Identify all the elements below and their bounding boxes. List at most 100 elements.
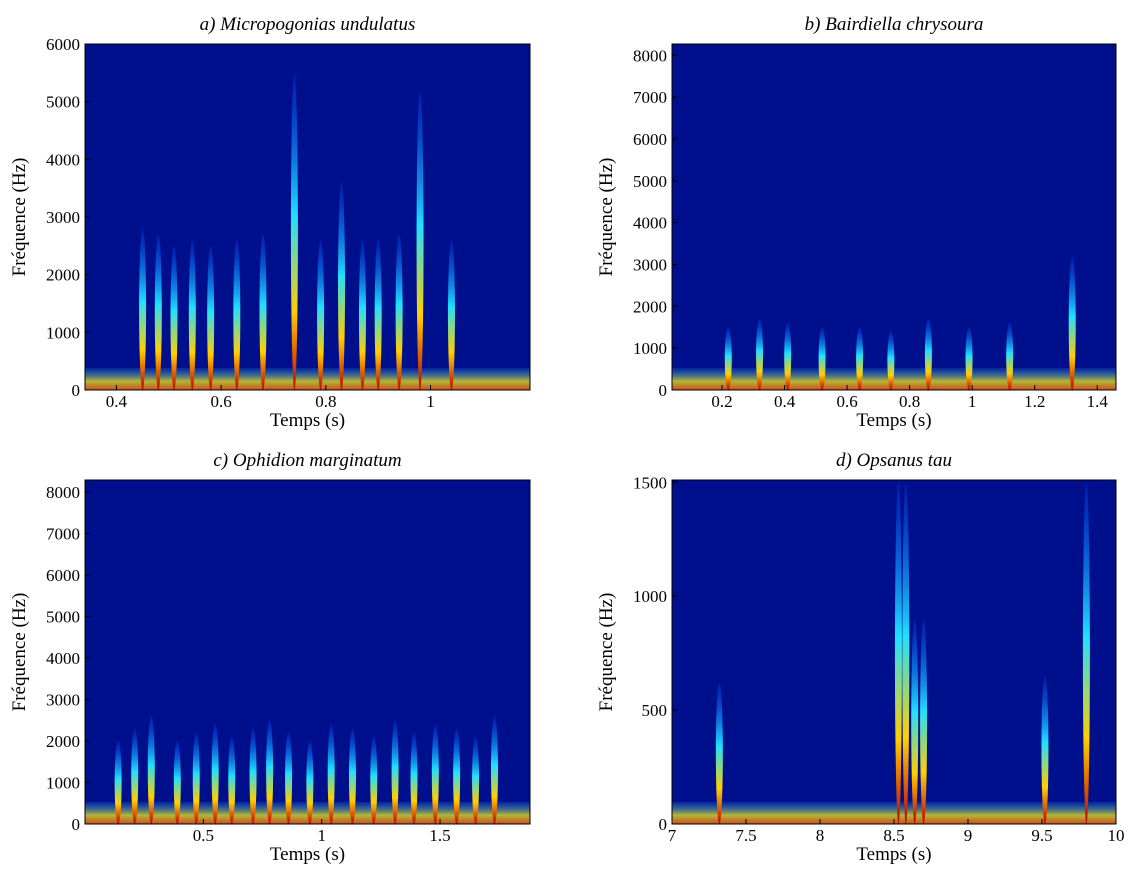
energy-streak xyxy=(453,728,461,824)
energy-streak xyxy=(348,728,356,824)
energy-streak xyxy=(192,732,200,824)
x-tick-label: 1.4 xyxy=(1087,392,1109,411)
energy-streak xyxy=(170,245,178,390)
x-tick-label: 0.5 xyxy=(193,826,214,845)
x-tick-label: 10 xyxy=(1108,826,1125,845)
y-tick-label: 2000 xyxy=(633,297,667,316)
energy-streak xyxy=(724,327,732,390)
energy-streak xyxy=(188,240,196,390)
energy-streak xyxy=(447,240,455,390)
energy-streak xyxy=(233,240,241,390)
energy-streak xyxy=(490,716,498,824)
y-tick-label: 2000 xyxy=(46,732,80,751)
x-tick-label: 7 xyxy=(668,826,677,845)
y-tick-label: 7000 xyxy=(46,525,80,544)
energy-streak xyxy=(173,741,181,824)
y-tick-label: 0 xyxy=(659,815,668,834)
y-tick-label: 6000 xyxy=(46,35,80,54)
energy-streak xyxy=(965,327,973,390)
energy-streak xyxy=(317,240,325,390)
energy-streak xyxy=(114,741,122,824)
energy-streak xyxy=(818,327,826,390)
energy-streak xyxy=(370,736,378,824)
x-tick-label: 1.2 xyxy=(1024,392,1045,411)
energy-streak xyxy=(266,720,274,824)
y-tick-label: 1500 xyxy=(633,473,667,492)
y-tick-label: 3000 xyxy=(46,691,80,710)
y-tick-label: 1000 xyxy=(633,587,667,606)
y-tick-label: 5000 xyxy=(633,172,667,191)
energy-streak xyxy=(211,724,219,824)
y-tick-label: 3000 xyxy=(633,255,667,274)
x-tick-label: 7.5 xyxy=(735,826,756,845)
noise-floor xyxy=(672,368,1116,390)
x-axis-label: Temps (s) xyxy=(270,844,345,865)
y-tick-label: 2000 xyxy=(46,266,80,285)
y-tick-label: 0 xyxy=(72,815,81,834)
energy-streak xyxy=(147,716,155,824)
y-tick-label: 5000 xyxy=(46,608,80,627)
spectrogram-background xyxy=(85,44,530,390)
y-tick-label: 1000 xyxy=(633,339,667,358)
energy-streak xyxy=(1068,256,1076,391)
plot-frame xyxy=(84,479,531,825)
x-tick-label: 0.4 xyxy=(106,392,128,411)
x-tick-label: 0.2 xyxy=(711,392,732,411)
energy-streak xyxy=(1041,675,1049,824)
y-tick-label: 5000 xyxy=(46,93,80,112)
y-tick-label: 4000 xyxy=(633,214,667,233)
x-axis-label: Temps (s) xyxy=(856,844,931,865)
energy-streak xyxy=(290,72,298,390)
energy-streak xyxy=(416,90,424,390)
energy-streak xyxy=(327,724,335,824)
y-tick-label: 1000 xyxy=(46,774,80,793)
x-tick-label: 1.5 xyxy=(429,826,450,845)
energy-streak xyxy=(924,318,932,390)
y-tick-label: 0 xyxy=(72,381,81,400)
energy-streak xyxy=(207,245,215,390)
x-axis-label: Temps (s) xyxy=(270,410,345,431)
energy-streak xyxy=(472,736,480,824)
x-tick-label: 8 xyxy=(816,826,825,845)
energy-streak xyxy=(894,482,902,824)
energy-streak xyxy=(131,728,139,824)
plot-frame xyxy=(671,43,1117,391)
chart-title: a) Micropogonias undulatus xyxy=(200,14,416,35)
x-axis-label: Temps (s) xyxy=(856,410,931,431)
y-axis-label: Fréquence (Hz) xyxy=(9,158,30,277)
y-tick-label: 6000 xyxy=(46,566,80,585)
chart-title: d) Opsanus tau xyxy=(836,450,952,471)
energy-streak xyxy=(784,323,792,390)
x-tick-label: 9 xyxy=(964,826,973,845)
energy-streak xyxy=(1082,482,1090,824)
y-tick-label: 0 xyxy=(659,381,668,400)
y-tick-label: 8000 xyxy=(633,46,667,65)
energy-streak xyxy=(887,331,895,390)
y-tick-label: 4000 xyxy=(46,649,80,668)
noise-floor xyxy=(85,368,530,390)
noise-floor xyxy=(672,802,1116,824)
energy-streak xyxy=(920,618,928,824)
y-axis-label: Fréquence (Hz) xyxy=(596,158,617,277)
energy-streak xyxy=(139,228,147,390)
energy-streak xyxy=(715,682,723,824)
spectrogram-background xyxy=(672,44,1116,390)
energy-streak xyxy=(358,240,366,390)
chart-title: b) Bairdiella chrysoura xyxy=(805,14,984,35)
energy-streak xyxy=(395,234,403,390)
energy-streak xyxy=(410,732,418,824)
x-tick-label: 1 xyxy=(317,826,326,845)
x-tick-label: 9.5 xyxy=(1031,826,1052,845)
y-tick-label: 6000 xyxy=(633,130,667,149)
energy-streak xyxy=(338,182,346,390)
energy-streak xyxy=(856,327,864,390)
energy-streak xyxy=(154,234,162,390)
chart-title: c) Ophidion marginatum xyxy=(213,450,401,471)
x-tick-label: 8.5 xyxy=(883,826,904,845)
spectrogram-background xyxy=(672,480,1116,824)
y-tick-label: 1000 xyxy=(46,323,80,342)
x-tick-label: 1 xyxy=(968,392,977,411)
x-tick-label: 0.6 xyxy=(836,392,857,411)
y-tick-label: 7000 xyxy=(633,88,667,107)
